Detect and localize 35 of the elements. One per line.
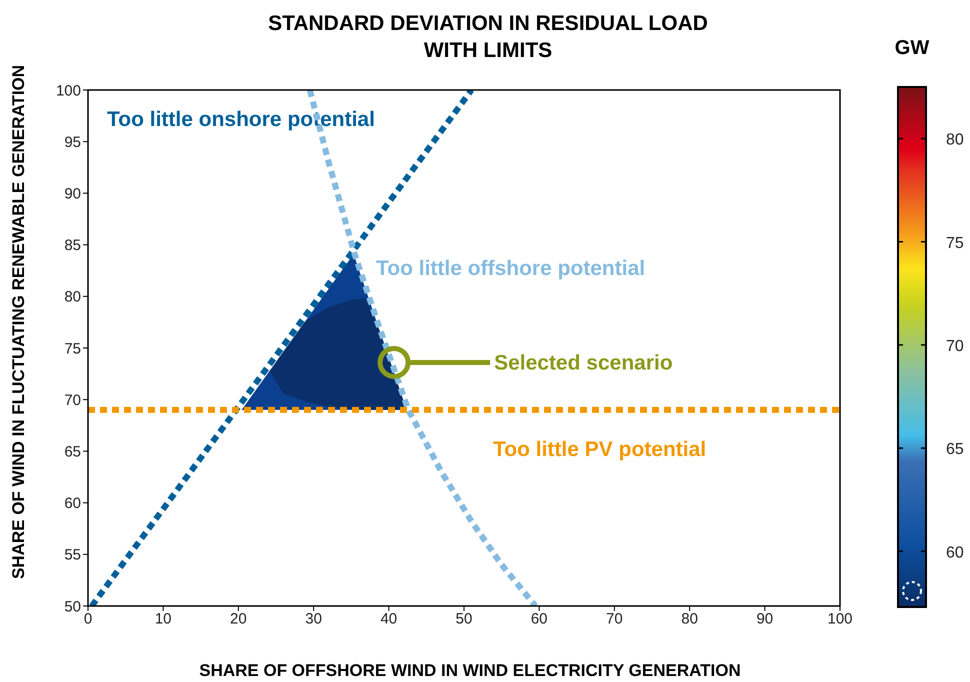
x-tick-label: 10 (154, 610, 172, 628)
y-tick-label: 80 (64, 288, 81, 306)
x-tick-label: 70 (606, 610, 623, 628)
chart-title: STANDARD DEVIATION IN RESIDUAL LOAD WITH LIMITS (268, 12, 708, 62)
x-tick-label: 100 (827, 610, 853, 628)
x-tick-label: 20 (230, 610, 247, 628)
y-tick-label: 55 (64, 546, 81, 564)
y-tick-label: 70 (64, 392, 81, 409)
y-tick-label: 100 (56, 82, 81, 100)
y-tick-label: 50 (64, 598, 81, 616)
x-tick-label: 80 (681, 610, 698, 628)
color-bar-label: 65 (946, 441, 964, 458)
x-axis-title: SHARE OF OFFSHORE WIND IN WIND ELECTRICITY GENERATION (199, 661, 741, 680)
annotation: Too little onshore potential (107, 108, 375, 131)
color-bar-title: GW (894, 37, 930, 59)
x-tick-label: 40 (380, 610, 398, 628)
annotation: Too little PV potential (493, 438, 706, 461)
y-tick-label: 90 (64, 186, 81, 203)
annotation: Too little offshore potential (376, 257, 646, 280)
color-bar-label: 70 (946, 338, 964, 355)
x-tick-label: 60 (530, 610, 548, 628)
y-tick-label: 60 (64, 495, 81, 512)
y-tick-label: 95 (64, 134, 81, 151)
annotation: Selected scenario (494, 351, 673, 374)
x-tick-label: 30 (305, 610, 322, 628)
y-tick-label: 75 (64, 340, 81, 358)
color-bar-label: 80 (946, 132, 964, 149)
color-bar-label: 75 (946, 234, 964, 252)
y-tick-label: 65 (64, 444, 81, 461)
x-tick-label: 0 (84, 610, 92, 628)
y-tick-label: 85 (64, 237, 81, 254)
color-bar-label: 60 (946, 544, 964, 562)
x-tick-label: 50 (456, 610, 472, 628)
x-tick-label: 90 (756, 610, 774, 628)
y-axis-title: SHARE OF WIND IN FLUCTUATING RENEWABLE GENERATION (9, 64, 28, 580)
